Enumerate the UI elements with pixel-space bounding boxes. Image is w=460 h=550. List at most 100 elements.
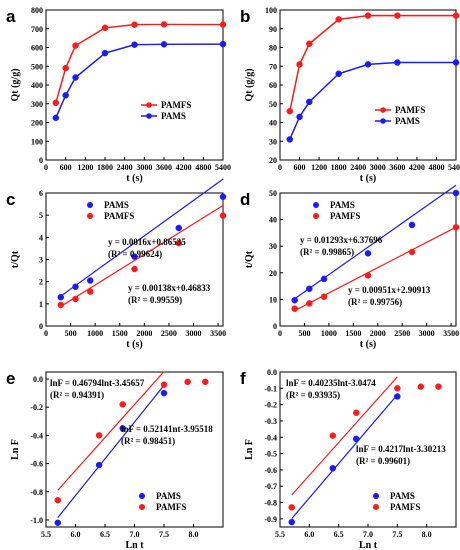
x-tick-label-d: 3500 xyxy=(443,329,459,338)
panel-letter-a: a xyxy=(6,7,16,26)
data-point-pams xyxy=(452,189,460,197)
x-tick-label-b: 5400 xyxy=(448,163,460,172)
data-point-pamfs xyxy=(408,248,416,256)
x-tick-label-b: 4800 xyxy=(428,163,444,172)
x-tick-label-f: 7.0 xyxy=(363,530,373,539)
data-point-pams xyxy=(219,40,227,48)
y-tick-label-a: 800 xyxy=(31,6,43,15)
data-point-pamfs xyxy=(160,381,168,388)
data-point-pamfs xyxy=(394,385,401,392)
legend-label-pamfs: PAMFS xyxy=(156,502,186,512)
fit-line-pams xyxy=(57,384,165,518)
legend-swatch-marker xyxy=(139,493,145,499)
fit-line-pams xyxy=(291,394,398,519)
x-tick-label-d: 3000 xyxy=(419,329,435,338)
data-point-pams xyxy=(160,389,168,397)
x-axis-label-b: t (s) xyxy=(360,173,376,184)
x-axis-label-f: Ln t xyxy=(359,540,378,550)
y-tick-label-d: 20 xyxy=(269,269,277,278)
panel-f: 5.5 6.0 6.5 7.0 7.5 8.0 -0.9 -0.8 -0.7 -0.6 -0.5 -0… xyxy=(240,368,457,550)
y-tick-label-d: 0 xyxy=(273,322,277,331)
data-point-pams xyxy=(72,283,79,291)
y-tick-label-b: 50 xyxy=(269,100,277,109)
data-point-pamfs xyxy=(160,21,168,28)
data-point-pams xyxy=(72,74,79,81)
fit-r-squared-d: (R² = 0.99865) xyxy=(300,247,354,257)
y-tick-label-c: 0 xyxy=(39,322,43,331)
x-tick-label-e: 6.0 xyxy=(71,530,81,539)
data-point-pams xyxy=(62,92,69,99)
x-tick-label-a: 0 xyxy=(44,163,48,172)
fit-equation-f: lnF = 0.40235lnt-3.0474 xyxy=(286,378,376,388)
data-point-pamfs xyxy=(131,265,138,273)
y-tick-label-d: 50 xyxy=(269,189,277,198)
y-tick-label-f: -0.3 xyxy=(264,417,277,426)
data-point-pams xyxy=(131,41,138,48)
data-point-pams xyxy=(57,293,64,301)
data-point-pams xyxy=(101,49,109,57)
series-line-pams xyxy=(289,61,456,140)
y-tick-label-b: 20 xyxy=(269,156,277,165)
y-tick-label-e: -0.2 xyxy=(30,403,43,412)
panel-e: 5.5 6.0 6.5 7.0 7.5 8.0 -1.0 -0.8 -0.6 -0.4 -0.2 0.… xyxy=(6,369,224,550)
legend-swatch-marker xyxy=(313,202,319,208)
data-point-pamfs xyxy=(291,305,298,312)
x-tick-label-a: 1800 xyxy=(97,163,113,172)
y-tick-label-a: 400 xyxy=(31,81,43,90)
data-point-pamfs xyxy=(364,272,372,279)
data-point-pamfs xyxy=(175,239,182,247)
data-point-pamfs xyxy=(306,40,313,47)
x-tick-label-f: 5.5 xyxy=(275,530,285,539)
legend-swatch-marker xyxy=(87,202,93,208)
data-point-pams xyxy=(95,461,103,469)
plot-frame-a xyxy=(45,9,224,161)
legend-label-pams: PAMS xyxy=(104,200,129,210)
x-tick-label-b: 1800 xyxy=(331,163,347,172)
x-tick-label-c: 1500 xyxy=(112,329,128,338)
legend-label-pams: PAMS xyxy=(330,200,355,210)
data-point-pams xyxy=(160,41,168,48)
legend-label-pamfs: PAMFS xyxy=(330,211,360,221)
x-tick-label-c: 2500 xyxy=(161,329,177,338)
y-tick-label-c: 2 xyxy=(39,278,43,287)
y-tick-label-e: -0.4 xyxy=(30,431,43,440)
data-point-pamfs xyxy=(72,295,79,303)
fit-r-squared-c: (R² = 0.99624) xyxy=(108,249,162,259)
y-tick-label-b: 40 xyxy=(269,119,277,128)
data-point-pamfs xyxy=(52,99,60,107)
x-tick-label-c: 2000 xyxy=(136,329,152,338)
x-tick-label-c: 3500 xyxy=(210,329,226,338)
y-tick-label-a: 100 xyxy=(31,137,43,146)
y-tick-label-b: 100 xyxy=(265,6,277,15)
fit-r-squared-f: (R² = 0.93935) xyxy=(286,390,340,400)
y-tick-label-f: 0.0 xyxy=(267,368,277,377)
legend-swatch-marker xyxy=(373,504,379,510)
data-point-pamfs xyxy=(202,378,209,386)
x-tick-label-d: 1500 xyxy=(345,329,361,338)
fit-r-squared-d: (R² = 0.99756) xyxy=(348,297,402,307)
y-axis-label-b: Qt (g/g) xyxy=(244,68,255,101)
data-point-pams xyxy=(394,393,401,400)
fit-equation-e: lnF = 0.46794lnt-3.45657 xyxy=(50,378,145,388)
x-tick-label-b: 3000 xyxy=(370,163,386,172)
y-tick-label-a: 0 xyxy=(39,156,43,165)
data-point-pamfs xyxy=(219,21,227,28)
fit-line-pams xyxy=(60,178,224,297)
data-point-pams xyxy=(335,70,342,77)
legend-swatch-marker xyxy=(139,504,145,510)
x-tick-label-e: 6.5 xyxy=(100,530,110,539)
y-tick-label-f: -0.5 xyxy=(264,450,277,459)
legend-swatch-marker xyxy=(146,113,152,119)
y-tick-label-c: 4 xyxy=(39,233,43,242)
data-point-pamfs xyxy=(329,432,337,439)
y-tick-label-e: -0.8 xyxy=(30,488,43,497)
fit-line-pamfs xyxy=(291,376,398,496)
data-point-pams xyxy=(364,61,372,68)
x-axis-label-a: t (s) xyxy=(126,173,142,184)
y-tick-label-a: 600 xyxy=(31,44,43,53)
data-point-pamfs xyxy=(131,21,138,28)
data-point-pams xyxy=(296,113,303,121)
legend-label-pams: PAMS xyxy=(156,491,181,501)
